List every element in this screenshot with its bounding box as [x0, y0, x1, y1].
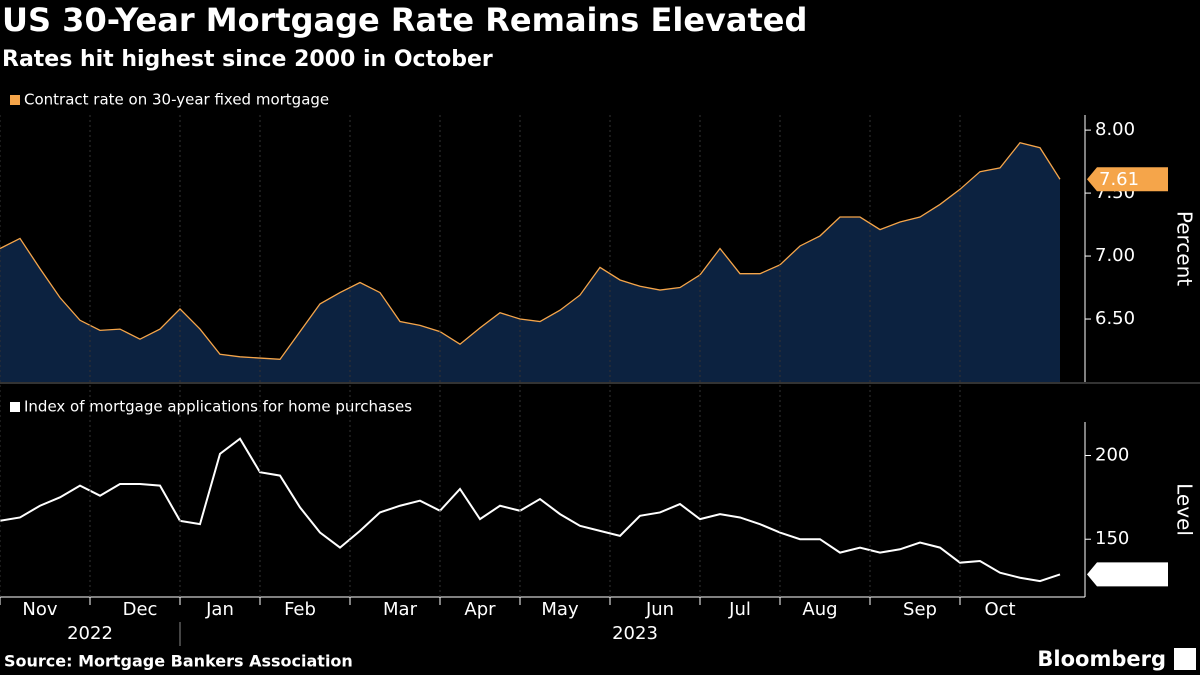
chart-subtitle: Rates hit highest since 2000 in October	[2, 47, 493, 72]
x-tick-label: Mar	[383, 599, 418, 620]
y-tick-label: 7.00	[1095, 245, 1135, 266]
year-label: 2023	[612, 623, 658, 644]
x-tick-label: Jun	[645, 599, 674, 620]
line	[0, 437, 1061, 583]
y-axis-label: Percent	[1173, 211, 1197, 286]
x-tick-label: Jan	[205, 599, 234, 620]
x-tick-label: Dec	[123, 599, 158, 620]
legend-marker	[10, 402, 20, 412]
y-tick-label: 8.00	[1095, 119, 1135, 140]
x-tick-label: Feb	[284, 599, 316, 620]
brand: Bloomberg	[1037, 647, 1166, 671]
source: Source: Mortgage Bankers Association	[4, 652, 353, 671]
value-label: 129.00	[1099, 564, 1162, 585]
x-tick-label: May	[541, 599, 579, 620]
value-tag	[1087, 562, 1168, 587]
line	[0, 141, 1061, 361]
y-axis-label: Level	[1173, 483, 1197, 536]
x-tick-label: Apr	[464, 599, 496, 620]
chart-title: US 30-Year Mortgage Rate Remains Elevate…	[2, 1, 807, 39]
y-tick-label: 6.50	[1095, 308, 1135, 329]
x-tick-label: Aug	[802, 599, 837, 620]
y-tick-label: 150	[1095, 528, 1129, 549]
y-tick-label: 200	[1095, 444, 1129, 465]
x-tick-label: Nov	[22, 599, 57, 620]
x-tick-label: Oct	[984, 599, 1015, 620]
x-tick-label: Sep	[903, 599, 937, 620]
legend-label: Index of mortgage applications for home …	[24, 398, 412, 416]
brand-icon	[1174, 648, 1196, 670]
value-label: 7.61	[1099, 169, 1139, 190]
value-tag	[1087, 167, 1168, 192]
area	[0, 142, 1060, 382]
x-tick-label: Jul	[728, 599, 751, 620]
year-label: 2022	[67, 623, 113, 644]
legend-label: Contract rate on 30-year fixed mortgage	[24, 91, 329, 109]
legend-marker	[10, 95, 20, 105]
